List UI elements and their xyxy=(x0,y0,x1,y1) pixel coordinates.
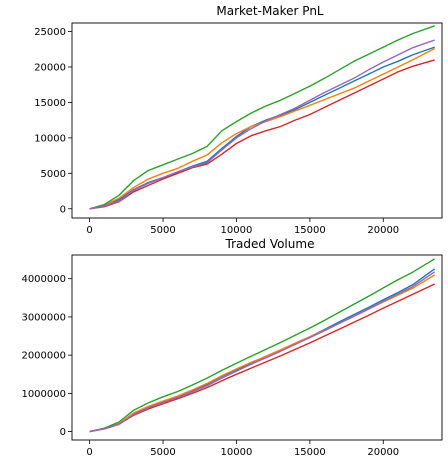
y-tick-label: 10000 xyxy=(34,133,66,144)
series-line-2 xyxy=(89,25,435,210)
x-tick-label: 10000 xyxy=(221,447,253,458)
y-tick-label: 3000000 xyxy=(21,312,66,323)
chart-title: Traded Volume xyxy=(225,237,315,251)
series-line-1 xyxy=(89,47,436,210)
series-line-3 xyxy=(89,59,435,210)
y-tick-label: 25000 xyxy=(34,27,66,38)
chart-title: Market-Maker PnL xyxy=(216,4,324,18)
traded-volume-chart: Traded Volume 0 5000 10000 15000 20000 0 10000… xyxy=(21,237,443,458)
plot-frame xyxy=(71,22,443,219)
series-line-0 xyxy=(89,268,436,433)
x-tick-label: 20000 xyxy=(367,447,399,458)
y-tick-label: 4000000 xyxy=(21,274,66,285)
x-tick-label: 15000 xyxy=(294,225,326,236)
x-tick-label: 10000 xyxy=(221,225,253,236)
y-tick-label: 0 xyxy=(60,427,66,438)
y-tick-label: 0 xyxy=(60,204,66,215)
y-tick-label: 5000 xyxy=(41,169,66,180)
x-tick-label: 5000 xyxy=(150,447,175,458)
series-line-4 xyxy=(89,271,436,433)
y-tick-label: 15000 xyxy=(34,98,66,109)
series-line-2 xyxy=(89,258,436,433)
y-tick-label: 2000000 xyxy=(21,351,66,362)
series-line-3 xyxy=(89,283,435,433)
series-line-1 xyxy=(89,274,436,433)
x-tick-label: 0 xyxy=(86,225,92,236)
plot-frame xyxy=(71,254,443,441)
series-line-0 xyxy=(89,46,435,210)
series-line-4 xyxy=(89,39,435,210)
y-tick-label: 1000000 xyxy=(21,389,66,400)
x-tick-label: 20000 xyxy=(367,225,399,236)
x-tick-label: 15000 xyxy=(294,447,326,458)
y-tick-label: 20000 xyxy=(34,62,66,73)
x-tick-label: 5000 xyxy=(150,225,175,236)
market-maker-pnl-chart: Market-Maker PnL 0 5000 10000 15000 20000 0 50… xyxy=(34,4,443,236)
x-tick-label: 0 xyxy=(86,447,92,458)
